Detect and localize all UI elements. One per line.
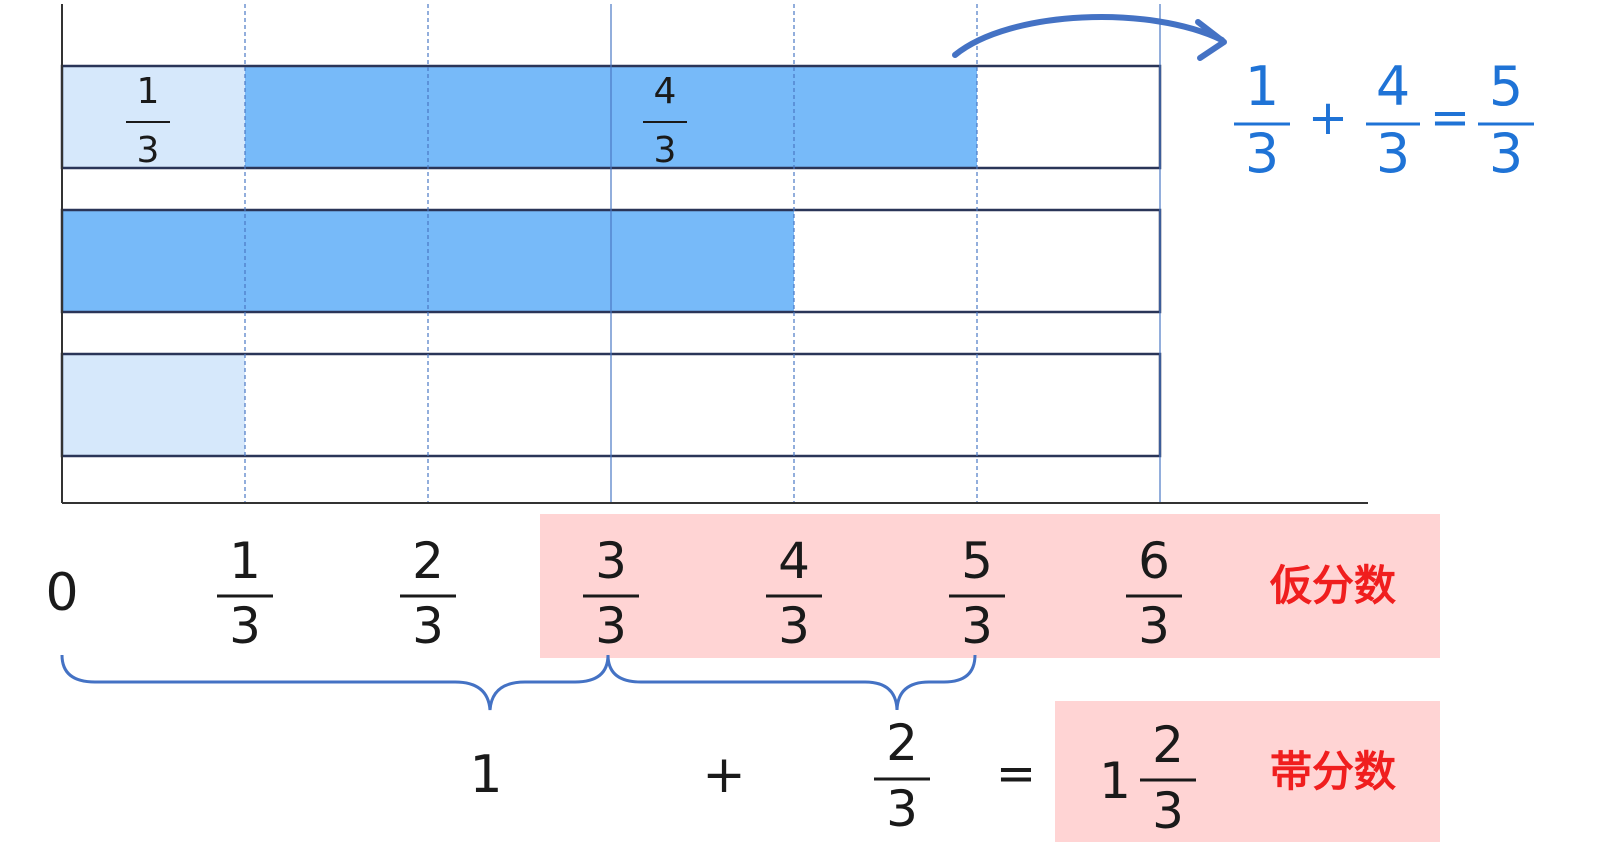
tick-denominator: 3 xyxy=(961,597,993,655)
top-bar-first-segment-label: 1 3 xyxy=(126,71,170,171)
tick-numerator: 1 xyxy=(229,532,261,590)
tick-numerator: 6 xyxy=(1138,532,1170,590)
tick-denominator: 3 xyxy=(595,597,627,655)
tick-label: 33 xyxy=(583,532,639,655)
eq-second-denominator: 3 xyxy=(1376,122,1410,185)
tick-denominator: 3 xyxy=(778,597,810,655)
eq-result-numerator: 5 xyxy=(1489,55,1523,118)
segment-label-numerator: 1 xyxy=(137,71,160,112)
top-bar-second-segment-label: 4 3 xyxy=(643,71,687,171)
bottom-one: 1 xyxy=(469,745,502,805)
eq-plus-sign: + xyxy=(1308,90,1348,146)
mixed-whole: 1 xyxy=(1099,752,1131,810)
bottom-frac-denominator: 3 xyxy=(886,780,918,838)
mixed-number: 1 2 3 xyxy=(1099,716,1196,840)
brace-left xyxy=(60,654,610,711)
curved-arrow-icon xyxy=(952,14,1225,58)
tick-label: 43 xyxy=(766,532,822,655)
tick-numerator: 3 xyxy=(595,532,627,590)
sum-equation: 1 3 + 4 3 = 5 3 xyxy=(1234,55,1534,185)
bar-segment-dark xyxy=(62,210,794,312)
bottom-fraction: 2 3 xyxy=(874,714,930,838)
axis-zero-label: 0 xyxy=(45,563,78,623)
eq-result-denominator: 3 xyxy=(1489,122,1523,185)
bottom-plus-sign: + xyxy=(702,745,746,805)
segment-label-denominator: 3 xyxy=(654,130,677,171)
tick-label: 13 xyxy=(217,532,273,655)
mixed-numerator: 2 xyxy=(1152,716,1184,774)
bar-segment-light xyxy=(62,354,245,456)
segment-label-numerator: 4 xyxy=(654,71,677,112)
tick-label: 53 xyxy=(949,532,1005,655)
improper-fraction-label: 仮分数 xyxy=(1269,561,1396,610)
bottom-equals-sign: = xyxy=(996,746,1036,802)
mixed-denominator: 3 xyxy=(1152,782,1184,840)
tick-numerator: 5 xyxy=(961,532,993,590)
tick-numerator: 2 xyxy=(412,532,444,590)
mixed-number-label: 帯分数 xyxy=(1270,747,1396,796)
brace-right xyxy=(606,654,977,711)
tick-denominator: 3 xyxy=(412,597,444,655)
guide-lines xyxy=(244,4,1161,503)
eq-second-numerator: 4 xyxy=(1376,55,1410,118)
bottom-frac-numerator: 2 xyxy=(886,714,918,772)
mixed-number-highlight xyxy=(1055,701,1440,842)
tick-numerator: 4 xyxy=(778,532,810,590)
tick-label: 63 xyxy=(1126,532,1182,655)
arrowhead-icon xyxy=(1195,19,1227,61)
eq-equals-sign: = xyxy=(1430,90,1470,146)
tick-label: 23 xyxy=(400,532,456,655)
tick-denominator: 3 xyxy=(229,597,261,655)
segment-label-denominator: 3 xyxy=(137,130,160,171)
eq-first-denominator: 3 xyxy=(1245,122,1279,185)
improper-fraction-highlight xyxy=(540,514,1440,658)
bar-segment-light xyxy=(62,66,245,168)
eq-first-numerator: 1 xyxy=(1245,55,1279,118)
tick-denominator: 3 xyxy=(1138,597,1170,655)
